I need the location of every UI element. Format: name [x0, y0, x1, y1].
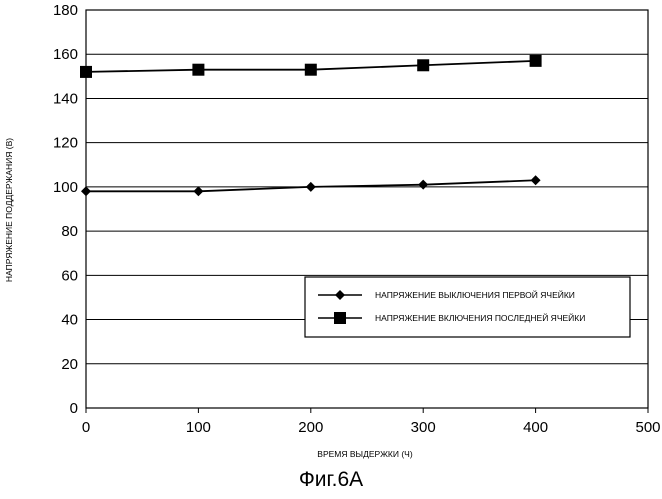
- series-group: [80, 55, 542, 196]
- line-chart: 0 20 40 60 80 100 120 140 160 180 0 100 200 300 400 50…: [0, 0, 662, 465]
- figure-caption: Фиг.6A: [0, 468, 662, 492]
- x-tick-labels: 0 100 200 300 400 500: [82, 408, 661, 436]
- y-tick-label-120: 120: [53, 135, 78, 152]
- x-tick-label-400: 400: [523, 419, 548, 436]
- legend-box: [305, 277, 630, 337]
- series-1-point-100: [193, 186, 203, 196]
- series-2-point-300: [417, 59, 429, 71]
- series-1-point-400: [531, 175, 541, 185]
- x-tick-label-100: 100: [186, 419, 211, 436]
- x-tick-label-300: 300: [411, 419, 436, 436]
- x-axis-title: ВРЕМЯ ВЫДЕРЖКИ (Ч): [317, 449, 413, 459]
- y-tick-labels: 0 20 40 60 80 100 120 140 160 180: [53, 2, 78, 417]
- series-2-point-100: [192, 64, 204, 76]
- x-tick-label-200: 200: [298, 419, 323, 436]
- series-2-point-200: [305, 64, 317, 76]
- series-2-point-400: [530, 55, 542, 67]
- y-tick-label-100: 100: [53, 179, 78, 196]
- legend-square-marker: [334, 312, 346, 324]
- y-tick-label-180: 180: [53, 2, 78, 19]
- series-1-point-200: [306, 182, 316, 192]
- legend: НАПРЯЖЕНИЕ ВЫКЛЮЧЕНИЯ ПЕРВОЙ ЯЧЕЙКИ НАПР…: [305, 277, 630, 337]
- y-tick-label-40: 40: [61, 312, 78, 329]
- y-tick-label-80: 80: [61, 223, 78, 240]
- y-tick-label-60: 60: [61, 267, 78, 284]
- legend-label-1: НАПРЯЖЕНИЕ ВЫКЛЮЧЕНИЯ ПЕРВОЙ ЯЧЕЙКИ: [375, 289, 575, 300]
- x-tick-label-500: 500: [635, 419, 660, 436]
- y-tick-label-160: 160: [53, 46, 78, 63]
- y-tick-label-0: 0: [70, 400, 78, 417]
- y-tick-label-140: 140: [53, 90, 78, 107]
- legend-label-2: НАПРЯЖЕНИЕ ВКЛЮЧЕНИЯ ПОСЛЕДНЕЙ ЯЧЕЙКИ: [375, 312, 585, 323]
- x-tick-label-0: 0: [82, 419, 90, 436]
- series-1-point-300: [418, 180, 428, 190]
- y-axis-title: НАПРЯЖЕНИЕ ПОДДЕРЖАНИЯ (В): [4, 138, 14, 282]
- y-tick-label-20: 20: [61, 356, 78, 373]
